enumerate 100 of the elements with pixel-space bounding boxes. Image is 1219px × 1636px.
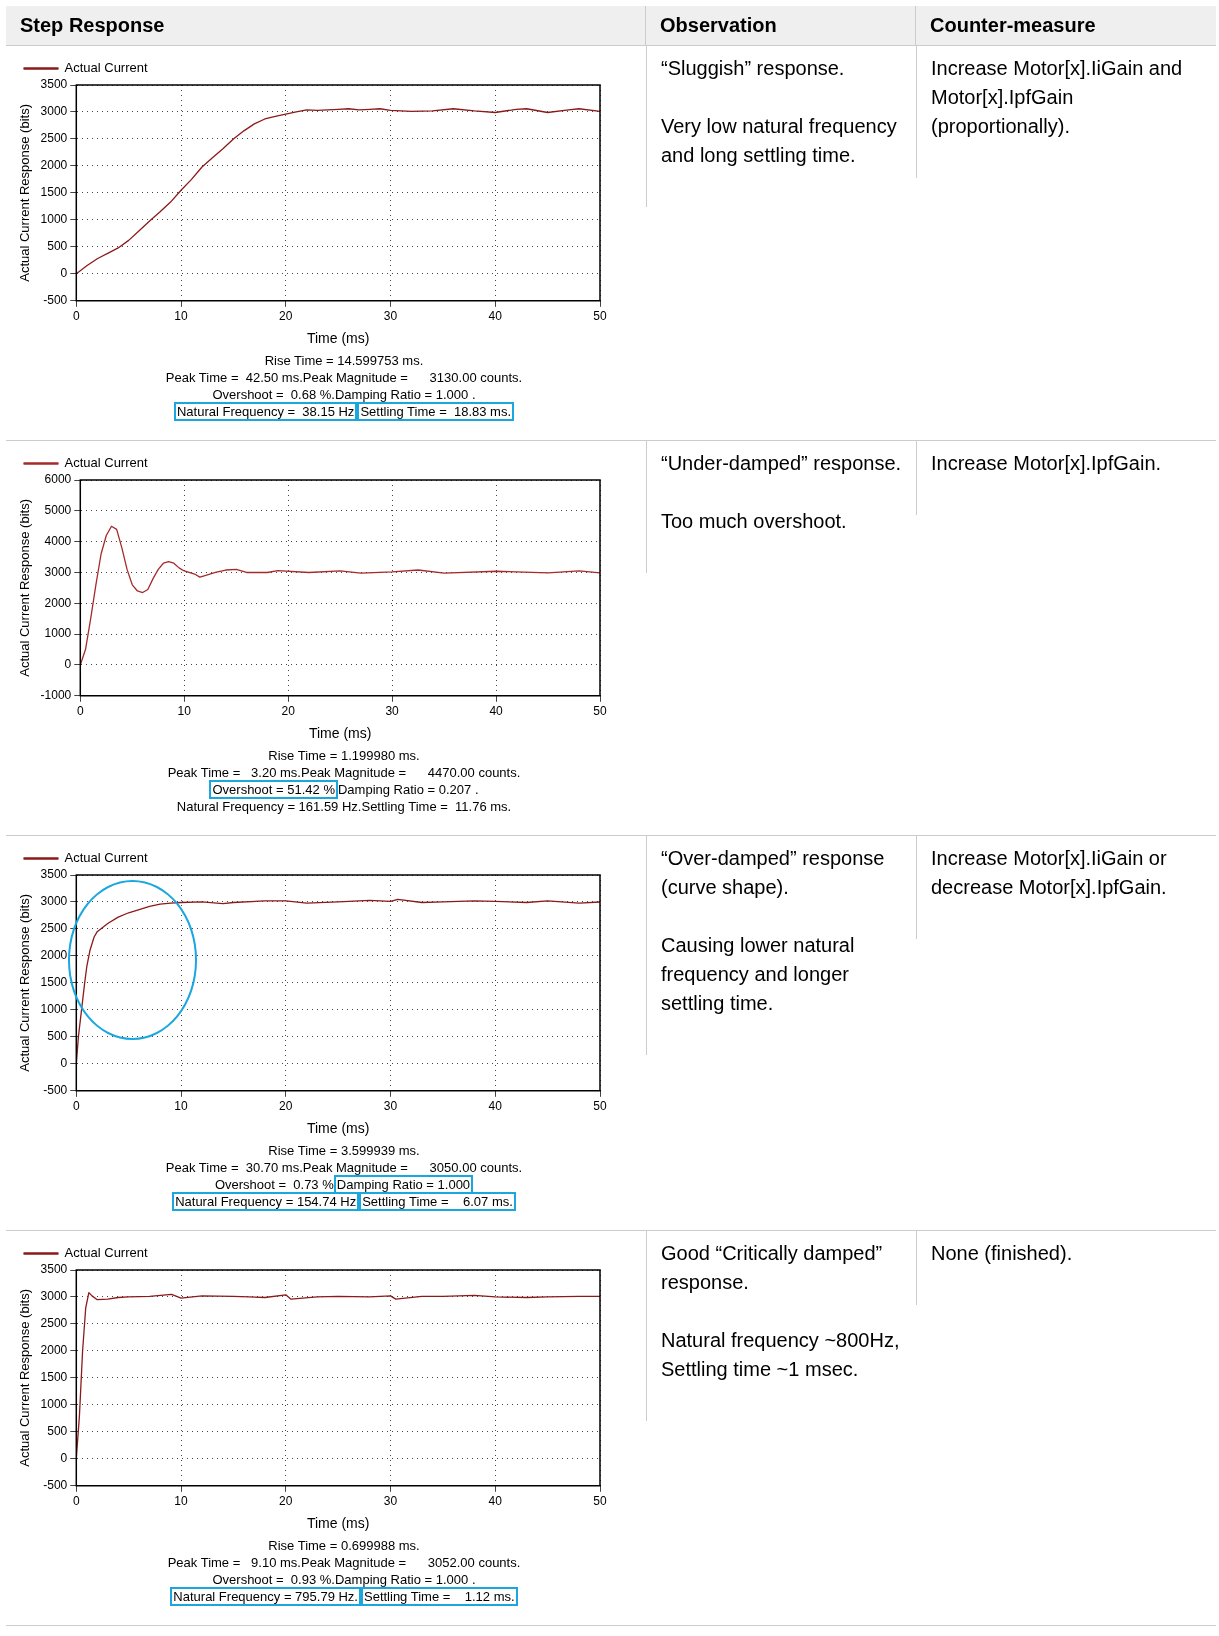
y-tick-label: 2500	[40, 131, 68, 146]
x-tick-label: 30	[383, 309, 398, 324]
y-tick-label: 3500	[40, 77, 68, 92]
text: Peak Magnitude = 4470.00 counts.	[300, 765, 521, 780]
text: Causing lower natural frequency and longer settling time.	[661, 933, 856, 1016]
x-tick-label: 10	[174, 309, 189, 324]
x-tick-label: 40	[488, 309, 503, 324]
x-tick-label: 20	[279, 1099, 293, 1114]
x-tick-label: 40	[488, 1494, 503, 1509]
y-tick-label: 0	[60, 1056, 68, 1071]
x-tick-label: 20	[279, 309, 293, 324]
x-axis-title: Time (ms)	[306, 1120, 370, 1137]
rectangle-outline: Settling Time = 18.83 ms.	[357, 402, 515, 421]
text: Settling Time = 11.76 ms.	[361, 799, 512, 814]
y-axis-title: Actual Current Response (bits)	[17, 499, 33, 677]
rectangle-outline: Natural Frequency = 38.15 Hz	[173, 402, 358, 421]
text: Very low natural frequency and long settling time.	[661, 114, 898, 168]
text: Increase Motor[x].IpfGain.	[931, 451, 1163, 476]
x-tick-label: 30	[383, 1099, 398, 1114]
y-tick-label: 0	[64, 657, 72, 672]
text: Peak Time = 9.10 ms.	[167, 1555, 301, 1570]
y-tick-label: 500	[47, 1029, 68, 1044]
rectangle-outline: Damping Ratio = 1.000	[333, 1175, 474, 1194]
x-tick-label: 40	[489, 704, 504, 719]
x-tick-label: 0	[76, 704, 84, 719]
rectangle-outline: Settling Time = 6.07 ms.	[359, 1192, 516, 1211]
y-tick-label: 2000	[44, 595, 72, 610]
y-tick-label: 3000	[40, 104, 68, 119]
text: Observation	[646, 6, 916, 45]
text: Too much overshoot.	[661, 509, 848, 534]
y-tick-label: -1000	[40, 688, 72, 703]
y-tick-label: -500	[43, 293, 68, 308]
x-tick-label: 10	[177, 704, 192, 719]
y-tick-label: 0	[60, 266, 68, 281]
y-tick-label: 2000	[40, 1343, 68, 1358]
rectangle-outline: Overshoot = 51.42 %	[209, 780, 338, 799]
text: Overshoot = 0.93 %.	[212, 1572, 335, 1587]
x-tick-label: 50	[593, 309, 607, 324]
y-tick-label: 3000	[40, 1289, 68, 1304]
text: Step Response	[6, 6, 646, 45]
text: Overshoot = 0.73 %	[214, 1177, 334, 1192]
text: Rise Time = 14.599753 ms.	[264, 353, 424, 368]
text: Peak Time = 42.50 ms.	[165, 370, 303, 385]
x-tick-label: 10	[174, 1099, 189, 1114]
y-tick-label: 500	[47, 1424, 68, 1439]
x-axis-title: Time (ms)	[306, 1515, 370, 1532]
y-axis-title: Actual Current Response (bits)	[17, 1289, 33, 1467]
legend-label: Actual Current	[64, 850, 148, 866]
text: Damping Ratio = 0.207 .	[337, 782, 479, 797]
text: “Under-damped” response.	[661, 451, 902, 476]
x-tick-label: 30	[383, 1494, 398, 1509]
y-tick-label: 1000	[40, 1002, 68, 1017]
text: Rise Time = 3.599939 ms.	[268, 1143, 420, 1158]
text: Peak Time = 30.70 ms.	[165, 1160, 303, 1175]
rectangle-outline: Natural Frequency = 795.79 Hz.	[170, 1587, 361, 1606]
x-axis-title: Time (ms)	[306, 330, 370, 347]
text: Natural frequency ~800Hz, Settling time ~1 msec.	[661, 1328, 901, 1382]
y-tick-label: 2000	[40, 948, 68, 963]
x-tick-label: 30	[385, 704, 400, 719]
y-tick-label: 5000	[44, 503, 72, 518]
text: Peak Magnitude = 3050.00 counts.	[302, 1160, 523, 1175]
y-tick-label: 6000	[44, 472, 72, 487]
y-axis-title: Actual Current Response (bits)	[17, 104, 33, 282]
text: “Sluggish” response.	[661, 56, 846, 81]
legend-label: Actual Current	[64, 60, 148, 76]
y-tick-label: -500	[43, 1478, 68, 1493]
text: Damping Ratio = 1.000 .	[334, 387, 476, 402]
y-tick-label: -500	[43, 1083, 68, 1098]
text: Rise Time = 0.699988 ms.	[268, 1538, 420, 1553]
legend-label: Actual Current	[64, 455, 148, 471]
y-tick-label: 2500	[40, 921, 68, 936]
text: Peak Magnitude = 3052.00 counts.	[300, 1555, 521, 1570]
x-tick-label: 40	[488, 1099, 503, 1114]
y-tick-label: 4000	[44, 533, 72, 548]
y-tick-label: 0	[60, 1451, 68, 1466]
y-tick-label: 1500	[40, 185, 68, 200]
y-tick-label: 500	[47, 239, 68, 254]
y-tick-label: 1000	[40, 212, 68, 227]
text: Peak Magnitude = 3130.00 counts.	[302, 370, 523, 385]
y-axis-title: Actual Current Response (bits)	[17, 894, 33, 1072]
y-tick-label: 1000	[40, 1397, 68, 1412]
x-axis-title: Time (ms)	[308, 725, 372, 742]
y-tick-label: 2500	[40, 1316, 68, 1331]
x-tick-label: 20	[281, 704, 296, 719]
text: Increase Motor[x].IiGain and Motor[x].IpfGain (proportionally).	[931, 56, 1184, 139]
text: Natural Frequency = 161.59 Hz.	[176, 799, 362, 814]
y-tick-label: 1500	[40, 975, 68, 990]
legend-label: Actual Current	[64, 1245, 148, 1261]
text: Damping Ratio = 1.000 .	[334, 1572, 476, 1587]
text: None (finished).	[931, 1241, 1074, 1266]
y-tick-label: 3500	[40, 867, 68, 882]
y-tick-label: 2000	[40, 158, 68, 173]
text: Peak Time = 3.20 ms.	[167, 765, 301, 780]
y-tick-label: 3000	[44, 564, 72, 579]
y-tick-label: 1500	[40, 1370, 68, 1385]
x-tick-label: 50	[593, 704, 607, 719]
text: Counter-measure	[916, 6, 1216, 45]
x-tick-label: 20	[279, 1494, 293, 1509]
x-tick-label: 50	[593, 1494, 607, 1509]
x-tick-label: 50	[593, 1099, 607, 1114]
